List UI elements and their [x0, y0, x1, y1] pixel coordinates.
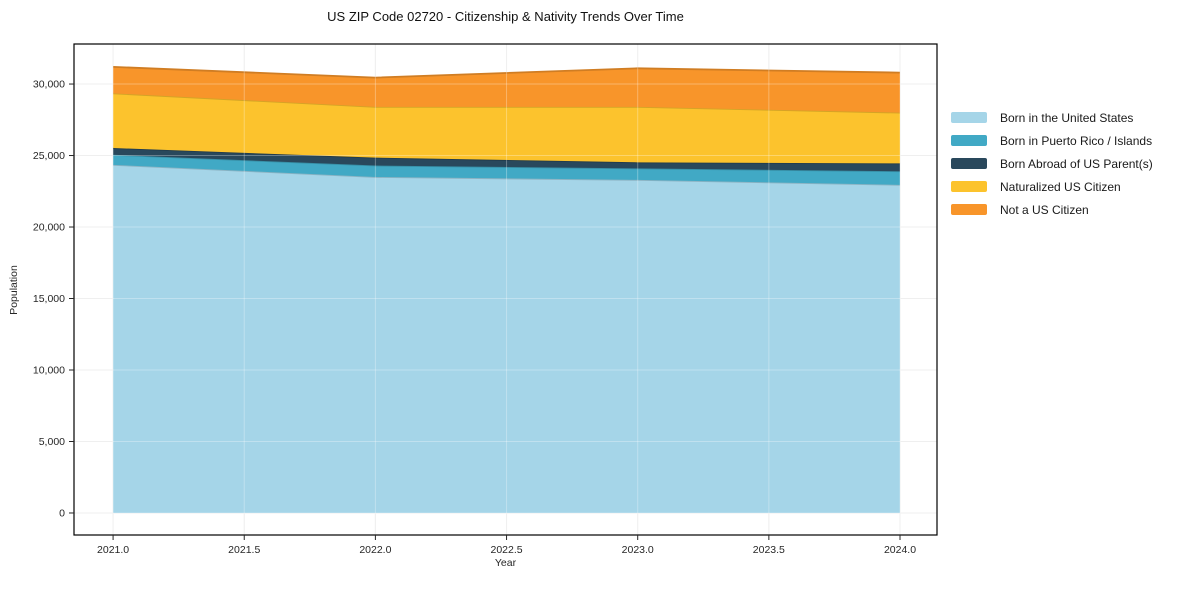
- legend-label: Born in the United States: [1000, 110, 1134, 125]
- y-tick-label: 30,000: [33, 79, 65, 91]
- x-tick-label: 2023.5: [753, 544, 785, 556]
- legend-label: Born in Puerto Rico / Islands: [1000, 133, 1153, 148]
- legend-swatch-icon: [951, 112, 987, 123]
- x-tick-label: 2021.5: [228, 544, 260, 556]
- area-edge-not-a-us-citizen: [113, 65, 901, 79]
- y-tick-label: 10,000: [33, 364, 65, 376]
- y-tick-label: 15,000: [33, 293, 65, 305]
- y-tick-label: 0: [59, 507, 65, 519]
- legend-label: Born Abroad of US Parent(s): [1000, 156, 1153, 171]
- legend-item-naturalized-us-citizen: Naturalized US Citizen: [951, 175, 1153, 198]
- legend-swatch-icon: [951, 181, 987, 192]
- x-axis-label: Year: [494, 557, 517, 569]
- area-born-in-the-united-states: [113, 164, 901, 513]
- legend-item-born-in-puerto-rico-islands: Born in Puerto Rico / Islands: [951, 129, 1153, 152]
- legend-label: Naturalized US Citizen: [1000, 179, 1121, 194]
- plot-border: [73, 43, 938, 536]
- legend-item-not-a-us-citizen: Not a US Citizen: [951, 198, 1153, 221]
- area-born-abroad-of-us-parent-s: [113, 148, 901, 172]
- legend-item-born-in-the-united-states: Born in the United States: [951, 106, 1153, 129]
- area-edge-born-abroad-of-us-parent-s: [113, 147, 901, 165]
- chart-title: US ZIP Code 02720 - Citizenship & Nativi…: [327, 9, 684, 24]
- x-tick-label: 2021.0: [97, 544, 129, 556]
- legend-swatch-icon: [951, 135, 987, 146]
- y-tick-label: 5,000: [39, 436, 65, 448]
- y-tick-label: 25,000: [33, 150, 65, 162]
- x-tick-label: 2022.0: [359, 544, 391, 556]
- x-tick-label: 2024.0: [884, 544, 916, 556]
- legend-swatch-icon: [951, 204, 987, 215]
- legend-item-born-abroad-of-us-parent-s: Born Abroad of US Parent(s): [951, 152, 1153, 175]
- legend-swatch-icon: [951, 158, 987, 169]
- x-tick-label: 2023.0: [622, 544, 654, 556]
- legend-label: Not a US Citizen: [1000, 202, 1089, 217]
- legend: Born in the United States Born in Puerto …: [951, 106, 1153, 221]
- y-axis-label: Population: [8, 265, 20, 315]
- area-born-in-puerto-rico-islands: [113, 154, 901, 185]
- y-tick-label: 20,000: [33, 222, 65, 234]
- area-naturalized-us-citizen: [113, 93, 901, 164]
- x-tick-label: 2022.5: [490, 544, 522, 556]
- area-not-a-us-citizen: [113, 66, 901, 113]
